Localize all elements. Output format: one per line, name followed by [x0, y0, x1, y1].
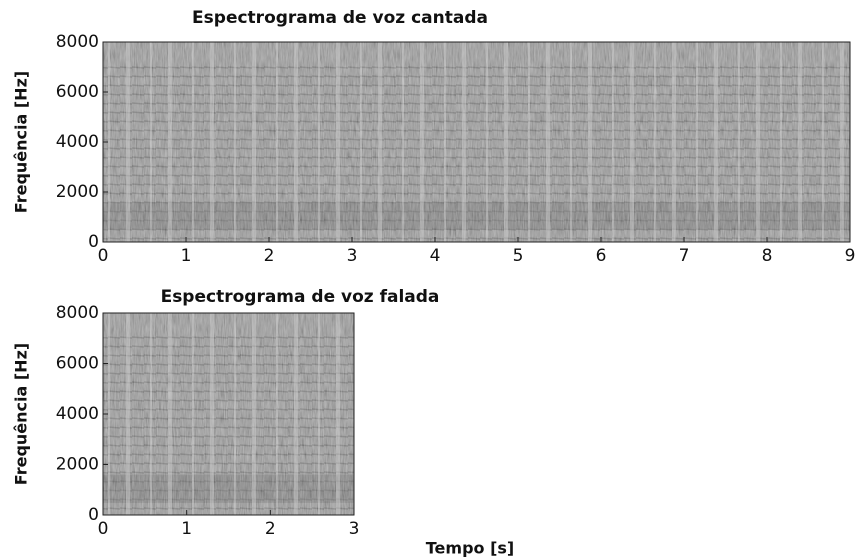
y-tick-label: 0	[88, 505, 99, 525]
y-tick-label: 6000	[56, 354, 99, 374]
spectrogram-gaps	[103, 313, 354, 515]
y-tick-label: 4000	[56, 132, 99, 152]
chart-title: Espectrograma de voz cantada	[192, 8, 488, 28]
y-tick-label: 0	[88, 232, 99, 252]
x-tick-label: 3	[347, 246, 358, 266]
x-tick-label: 2	[265, 519, 276, 539]
x-tick-label: 4	[430, 246, 441, 266]
x-tick-label: 7	[679, 246, 690, 266]
y-axis-label: Frequência [Hz]	[12, 71, 31, 213]
x-tick-label: 3	[349, 519, 360, 539]
x-axis-label: Tempo [s]	[426, 539, 514, 558]
x-tick-label: 9	[845, 246, 856, 266]
x-tick-label: 6	[596, 246, 607, 266]
chart-title: Espectrograma de voz falada	[161, 287, 440, 307]
y-axis-label: Frequência [Hz]	[12, 343, 31, 485]
x-tick-label: 1	[181, 519, 192, 539]
spectrogram-gaps	[103, 42, 850, 242]
y-tick-label: 2000	[56, 455, 99, 475]
y-tick-label: 4000	[56, 404, 99, 424]
x-tick-label: 0	[98, 519, 109, 539]
x-tick-label: 5	[513, 246, 524, 266]
x-tick-label: 0	[98, 246, 109, 266]
y-tick-label: 6000	[56, 82, 99, 102]
y-tick-label: 8000	[56, 303, 99, 323]
x-tick-label: 2	[264, 246, 275, 266]
y-tick-label: 2000	[56, 182, 99, 202]
y-tick-label: 8000	[56, 32, 99, 52]
x-tick-label: 1	[181, 246, 192, 266]
x-tick-label: 8	[762, 246, 773, 266]
